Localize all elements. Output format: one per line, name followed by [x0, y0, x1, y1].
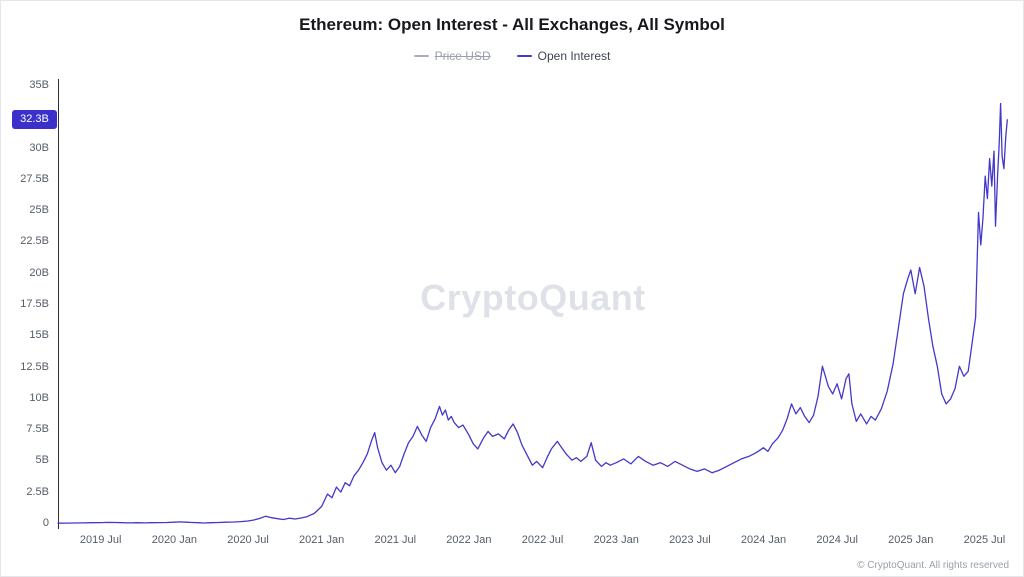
current-value-badge: 32.3B — [12, 110, 57, 130]
legend-item-open-interest[interactable]: Open Interest — [516, 49, 611, 63]
open-interest-line-swatch-icon — [516, 55, 532, 57]
y-tick-label: 12.5B — [20, 360, 49, 373]
copyright-notice: © CryptoQuant. All rights reserved — [857, 560, 1009, 571]
x-tick-label: 2020 Jul — [227, 534, 269, 546]
y-tick-label: 0 — [42, 517, 49, 529]
x-tick-label: 2024 Jul — [816, 534, 858, 546]
price-usd-line-swatch-icon — [413, 55, 429, 57]
legend-label-open-interest: Open Interest — [537, 49, 611, 63]
y-tick-label: 30B — [29, 141, 49, 154]
x-tick-label: 2022 Jul — [521, 534, 564, 546]
y-tick-label: 10B — [29, 391, 49, 404]
y-tick-label: 25B — [29, 204, 49, 217]
legend-label-price-usd: Price USD — [434, 49, 491, 63]
y-tick-label: 22.5B — [20, 235, 49, 248]
legend-item-price-usd[interactable]: Price USD — [413, 49, 491, 63]
y-tick-label: 7.5B — [26, 423, 49, 436]
chart-title: Ethereum: Open Interest - All Exchanges,… — [299, 15, 725, 34]
x-tick-label: 2021 Jul — [374, 534, 417, 546]
x-tick-label: 2024 Jan — [740, 534, 787, 546]
x-tick-label: 2020 Jan — [151, 534, 197, 546]
x-tick-label: 2023 Jul — [669, 534, 711, 546]
y-tick-label: 2.5B — [26, 485, 49, 498]
y-tick-label: 5B — [35, 454, 49, 467]
y-tick-label: 15B — [29, 329, 49, 342]
y-tick-label: 20B — [29, 266, 49, 279]
x-tick-label: 2022 Jan — [446, 534, 492, 546]
x-tick-label: 2025 Jan — [888, 534, 934, 546]
x-tick-label: 2019 Jul — [79, 534, 122, 546]
x-tick-label: 2023 Jan — [593, 534, 639, 546]
x-tick-label: 2025 Jul — [963, 534, 1006, 546]
y-axis-line — [58, 79, 59, 529]
y-tick-label: 35B — [29, 79, 49, 91]
y-tick-label: 17.5B — [20, 298, 49, 310]
x-tick-label: 2021 Jan — [299, 534, 345, 546]
y-tick-label: 27.5B — [20, 172, 49, 185]
chart-legend: Price USD Open Interest — [1, 49, 1023, 63]
